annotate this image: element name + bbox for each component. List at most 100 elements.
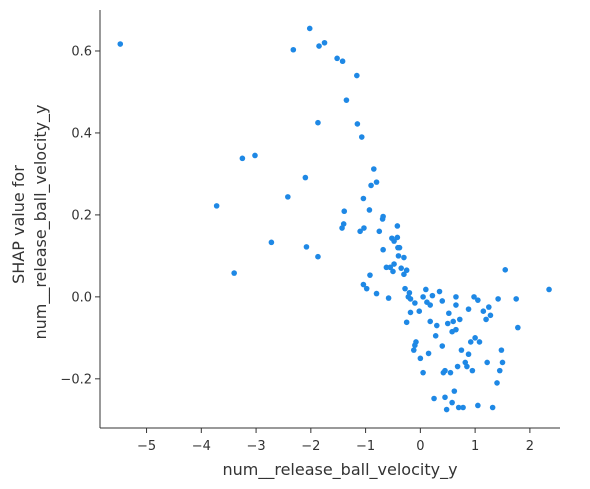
data-point	[546, 286, 552, 293]
data-point	[455, 404, 462, 411]
data-point	[442, 367, 448, 374]
data-point	[395, 253, 402, 259]
data-point	[390, 268, 396, 275]
data-point	[315, 253, 321, 260]
data-point	[231, 270, 237, 276]
data-point	[340, 221, 347, 227]
data-point	[471, 294, 477, 300]
data-point	[354, 121, 361, 127]
data-point	[460, 404, 466, 411]
data-point	[480, 308, 487, 315]
data-point	[252, 152, 258, 159]
data-point	[285, 194, 291, 200]
data-point	[268, 239, 275, 246]
data-point	[354, 72, 360, 79]
y-axis-title-line-1: SHAP value for	[9, 165, 28, 284]
data-point	[475, 297, 481, 303]
data-point	[451, 388, 458, 394]
data-point	[385, 295, 392, 301]
y-ticks: −0.2 0.0 0.2 0.4 0.6	[60, 44, 100, 387]
data-point	[363, 285, 370, 292]
y-tick-label: 0.0	[71, 290, 92, 305]
data-point	[373, 290, 380, 297]
data-point	[453, 294, 459, 300]
x-tick-label: 2	[526, 439, 534, 454]
data-point	[454, 363, 461, 370]
data-point	[467, 339, 474, 345]
data-point	[420, 294, 426, 300]
data-point	[425, 350, 432, 357]
data-point	[410, 347, 417, 353]
x-axis-title: num__release_ball_velocity_y	[222, 460, 457, 480]
data-point	[486, 304, 492, 310]
x-ticks: −5 −4 −3 −2 −1 0 1 2	[137, 428, 534, 454]
data-point	[366, 207, 373, 213]
data-point	[367, 272, 373, 278]
data-point	[373, 179, 380, 185]
data-point	[494, 380, 500, 386]
data-point	[450, 318, 457, 325]
data-point	[380, 246, 386, 253]
data-point	[401, 254, 407, 261]
data-point	[427, 318, 434, 325]
data-point	[387, 264, 394, 271]
data-point	[341, 208, 348, 215]
data-point	[469, 367, 476, 374]
data-point	[429, 292, 436, 299]
data-point	[361, 225, 367, 231]
data-point	[484, 359, 490, 366]
data-point	[489, 404, 496, 411]
data-point	[515, 324, 521, 331]
data-point	[496, 367, 503, 374]
x-tick-label: −1	[356, 439, 375, 454]
data-point	[401, 271, 407, 278]
data-point	[412, 300, 418, 306]
data-point	[427, 302, 434, 308]
data-point	[334, 55, 340, 62]
x-tick-label: 1	[471, 439, 479, 454]
data-point	[360, 195, 367, 202]
data-point	[495, 296, 501, 302]
data-point	[417, 355, 424, 362]
data-point	[316, 43, 322, 49]
data-point	[394, 234, 401, 241]
data-point	[420, 369, 426, 376]
y-axis-title: SHAP value for num__release_ball_velocit…	[9, 104, 51, 339]
data-point	[432, 332, 439, 339]
data-point	[447, 369, 454, 376]
data-point	[391, 261, 397, 267]
data-point	[413, 339, 419, 345]
data-point	[423, 286, 429, 293]
data-point	[407, 309, 414, 316]
data-point	[343, 97, 350, 103]
data-point	[433, 322, 440, 329]
data-point	[306, 25, 313, 32]
data-point	[513, 296, 519, 302]
data-point	[472, 335, 478, 341]
data-point	[502, 267, 509, 273]
data-point	[439, 343, 446, 349]
data-point	[498, 347, 505, 353]
data-point	[439, 298, 446, 304]
data-point	[398, 265, 404, 271]
data-point	[302, 174, 309, 181]
data-point	[456, 316, 463, 323]
data-point	[239, 155, 246, 162]
x-tick-label: −2	[301, 439, 320, 454]
data-point	[442, 394, 448, 401]
y-tick-label: 0.6	[71, 44, 92, 59]
data-point	[464, 363, 470, 370]
data-point	[358, 134, 365, 140]
data-point	[379, 216, 386, 222]
data-point	[436, 288, 443, 295]
data-point	[403, 267, 410, 274]
points-layer	[117, 25, 552, 413]
data-point	[303, 244, 310, 250]
data-point	[315, 119, 321, 126]
data-point	[290, 46, 297, 53]
data-point	[376, 228, 383, 235]
data-point	[443, 406, 450, 413]
data-point	[499, 359, 506, 366]
y-tick-label: −0.2	[60, 372, 92, 387]
